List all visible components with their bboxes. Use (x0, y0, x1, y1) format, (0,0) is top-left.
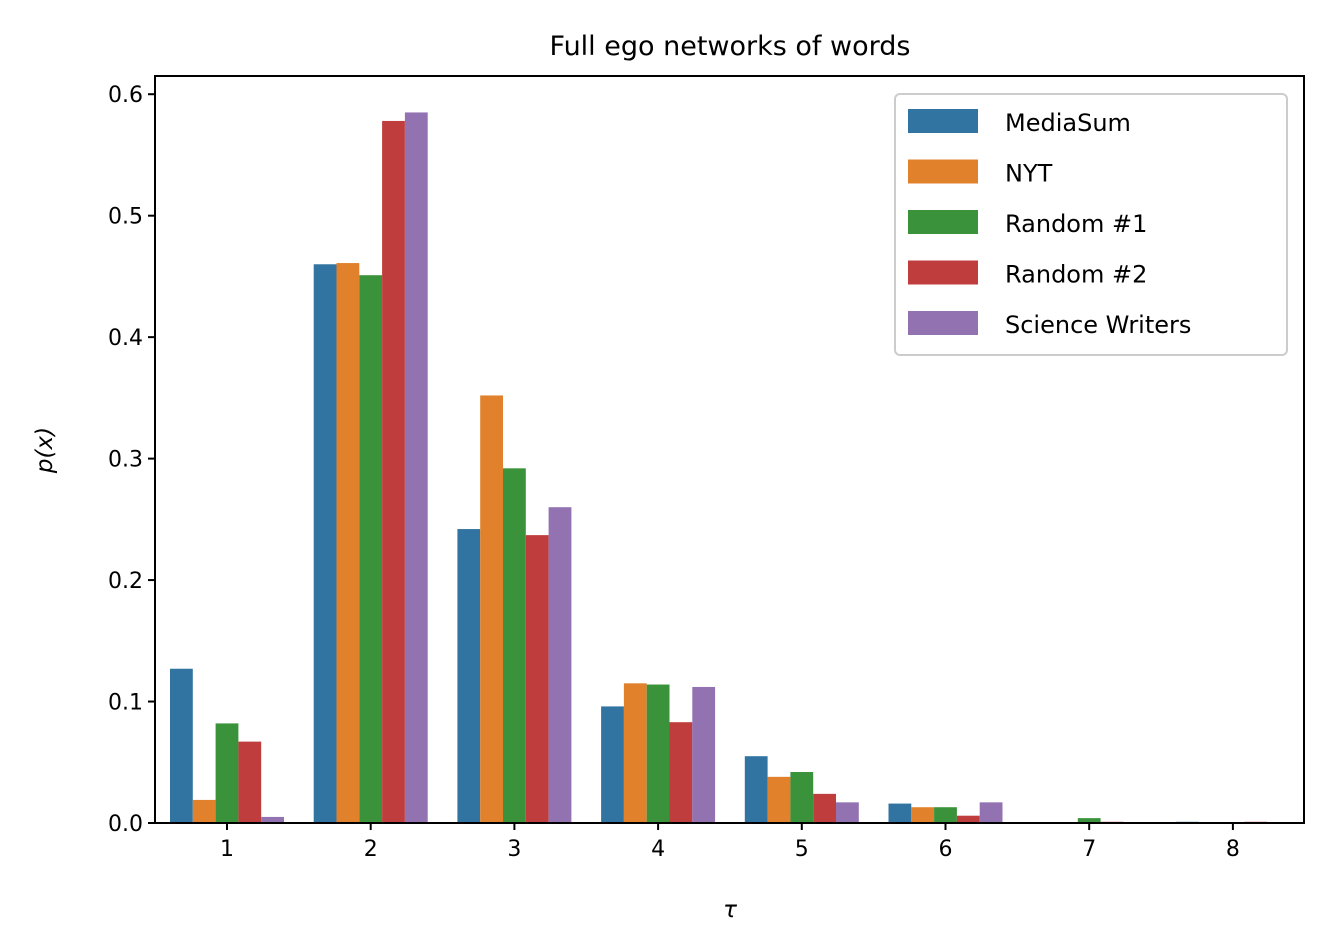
bar (503, 468, 526, 823)
legend-swatch (908, 109, 978, 133)
bar (382, 120, 405, 823)
x-tick-label: 8 (1226, 837, 1240, 862)
x-tick-label: 4 (651, 837, 665, 862)
chart-title: Full ego networks of words (550, 31, 911, 62)
bar (359, 275, 383, 823)
x-tick-label: 7 (1082, 837, 1096, 862)
bar (888, 803, 912, 823)
x-tick-label: 3 (507, 837, 521, 862)
bar (813, 793, 836, 823)
bar (767, 776, 791, 823)
bar (601, 706, 624, 823)
bar (238, 741, 262, 823)
bar (336, 263, 360, 823)
y-axis-label: p(x) (32, 427, 58, 474)
x-axis-ticks: 1 2 3 4 5 6 7 8 (220, 823, 1240, 862)
y-tick-label: 0.1 (108, 691, 143, 716)
y-tick-label: 0.5 (108, 205, 143, 230)
y-tick-label: 0.6 (108, 83, 143, 108)
x-axis-label: τ (723, 897, 737, 923)
bar (646, 684, 670, 823)
bar (525, 535, 549, 823)
legend-entry: NYT (1005, 160, 1053, 188)
bar (934, 807, 957, 823)
legend-entry: MediaSum (1005, 109, 1131, 137)
legend-swatch (908, 210, 978, 234)
bar (261, 816, 284, 823)
x-tick-label: 1 (220, 837, 234, 862)
legend-entry: Science Writers (1005, 311, 1191, 339)
x-tick-label: 6 (939, 837, 953, 862)
bar (790, 771, 814, 823)
x-tick-label: 5 (795, 837, 809, 862)
bar (744, 756, 768, 823)
legend: MediaSum NYT Random #1 Random #2 Science Wri… (894, 93, 1288, 356)
legend-items: MediaSum NYT Random #1 Random #2 Science Wri… (908, 109, 1191, 339)
bar (836, 802, 859, 823)
y-tick-label: 0.3 (108, 448, 143, 473)
bar (313, 264, 337, 823)
bar (623, 683, 647, 823)
legend-entry: Random #1 (1005, 210, 1147, 238)
bar (911, 807, 935, 823)
y-tick-label: 0.0 (108, 812, 143, 837)
bar (979, 802, 1003, 823)
bar (170, 668, 193, 823)
bar (192, 799, 216, 823)
y-tick-label: 0.4 (108, 326, 143, 351)
bar (692, 686, 716, 823)
y-axis-ticks: 0.0 0.1 0.2 0.3 0.4 0.5 0.6 (108, 83, 155, 837)
legend-frame (894, 93, 1288, 356)
legend-entry: Random #2 (1005, 261, 1147, 289)
bars-group (170, 112, 1268, 823)
bar (669, 722, 693, 823)
legend-swatch (908, 159, 978, 184)
bar (404, 112, 428, 823)
bar (457, 529, 481, 823)
plot-frame (154, 75, 1305, 824)
x-tick-label: 2 (364, 837, 378, 862)
bar (215, 723, 239, 823)
y-tick-label: 0.2 (108, 569, 143, 594)
bar (956, 815, 980, 823)
bar (548, 507, 572, 823)
legend-swatch (908, 311, 978, 335)
bar (480, 395, 503, 823)
legend-swatch (908, 260, 978, 285)
bar (1077, 818, 1101, 823)
